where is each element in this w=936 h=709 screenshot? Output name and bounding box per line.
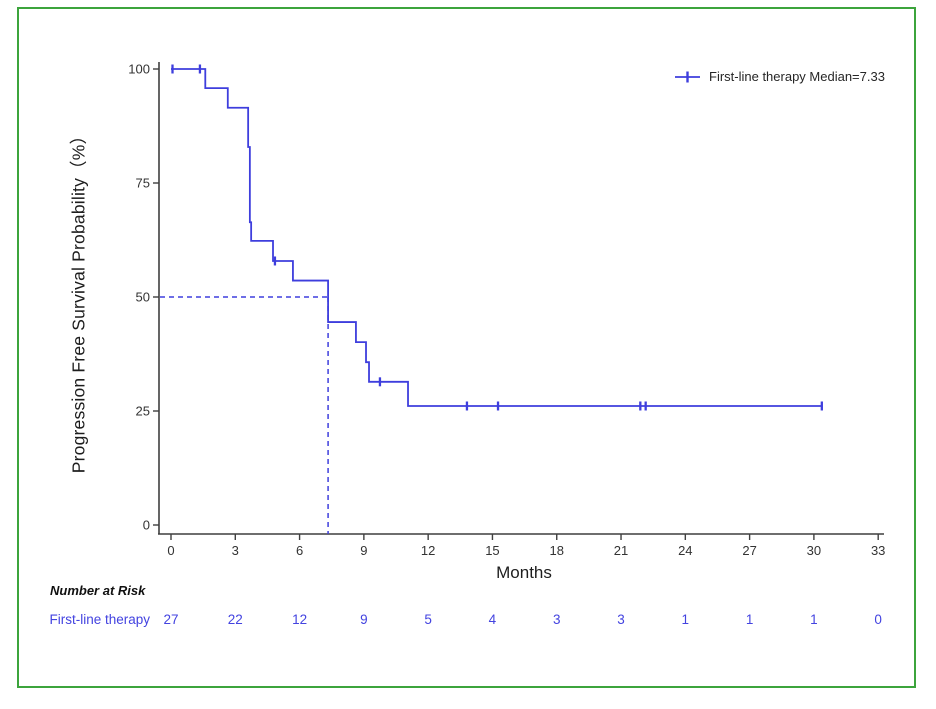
risk-count: 12 bbox=[292, 612, 308, 627]
survival-step-curve bbox=[171, 68, 822, 407]
legend-label: First-line therapy Median=7.33 bbox=[709, 69, 885, 84]
x-tick-label: 30 bbox=[807, 543, 821, 558]
figure-green-border bbox=[17, 7, 916, 688]
y-tick-label: 50 bbox=[136, 290, 150, 305]
risk-count: 0 bbox=[874, 612, 882, 627]
x-tick-label: 6 bbox=[296, 543, 303, 558]
risk-count: 27 bbox=[163, 612, 179, 627]
risk-count: 3 bbox=[617, 612, 625, 627]
number-at-risk-header: Number at Risk bbox=[50, 583, 146, 598]
risk-count: 5 bbox=[424, 612, 432, 627]
y-tick-label: 25 bbox=[136, 404, 150, 419]
x-tick-label: 3 bbox=[232, 543, 239, 558]
x-tick-label: 9 bbox=[360, 543, 367, 558]
x-tick-label: 12 bbox=[421, 543, 435, 558]
risk-count: 22 bbox=[227, 612, 243, 627]
x-tick-label: 18 bbox=[550, 543, 564, 558]
risk-count: 9 bbox=[360, 612, 368, 627]
x-tick-label: 21 bbox=[614, 543, 628, 558]
y-axis-title: Progression Free Survival Probability（%） bbox=[68, 126, 89, 474]
x-tick-label: 27 bbox=[742, 543, 756, 558]
x-axis-title: Months bbox=[496, 563, 552, 582]
risk-count: 1 bbox=[745, 612, 754, 627]
x-tick-label: 33 bbox=[871, 543, 885, 558]
x-tick-label: 0 bbox=[167, 543, 174, 558]
risk-row-label: First-line therapy bbox=[49, 612, 150, 627]
y-tick-label: 0 bbox=[143, 518, 150, 533]
legend-censor-line-icon bbox=[675, 71, 700, 82]
y-tick-label: 100 bbox=[128, 62, 150, 77]
y-tick-label: 75 bbox=[136, 176, 150, 191]
risk-count: 4 bbox=[488, 612, 497, 627]
x-tick-label: 15 bbox=[485, 543, 499, 558]
risk-count: 1 bbox=[810, 612, 818, 627]
legend: First-line therapy Median=7.33 bbox=[674, 69, 885, 84]
risk-count: 1 bbox=[681, 612, 690, 627]
risk-count: 3 bbox=[552, 612, 561, 627]
x-tick-label: 24 bbox=[678, 543, 692, 558]
